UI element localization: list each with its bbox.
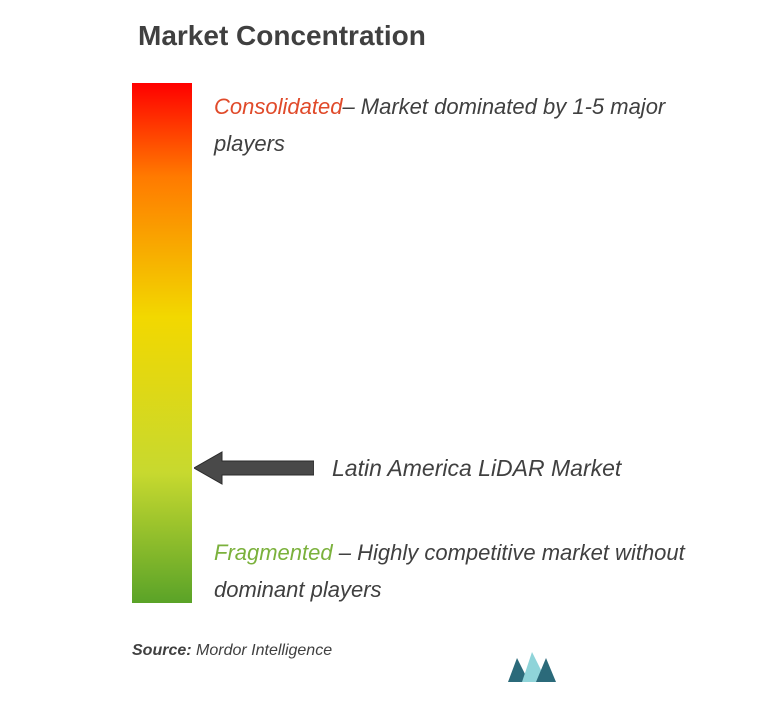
consolidated-description: Consolidated– Market dominated by 1-5 ma… (214, 88, 713, 163)
source-line: Source: Mordor Intelligence (132, 642, 332, 660)
page-title: Market Concentration (138, 20, 426, 52)
source-value: Mordor Intelligence (196, 642, 332, 659)
consolidated-keyword: Consolidated (214, 94, 342, 119)
concentration-gradient-bar (132, 83, 192, 603)
source-label: Source: (132, 642, 192, 659)
arrow-left-icon (194, 448, 314, 488)
market-label: Latin America LiDAR Market (332, 455, 621, 482)
mordor-logo-icon (508, 652, 556, 682)
market-pointer: Latin America LiDAR Market (194, 448, 621, 488)
fragmented-description: Fragmented – Highly competitive market w… (214, 534, 713, 609)
fragmented-keyword: Fragmented (214, 540, 333, 565)
